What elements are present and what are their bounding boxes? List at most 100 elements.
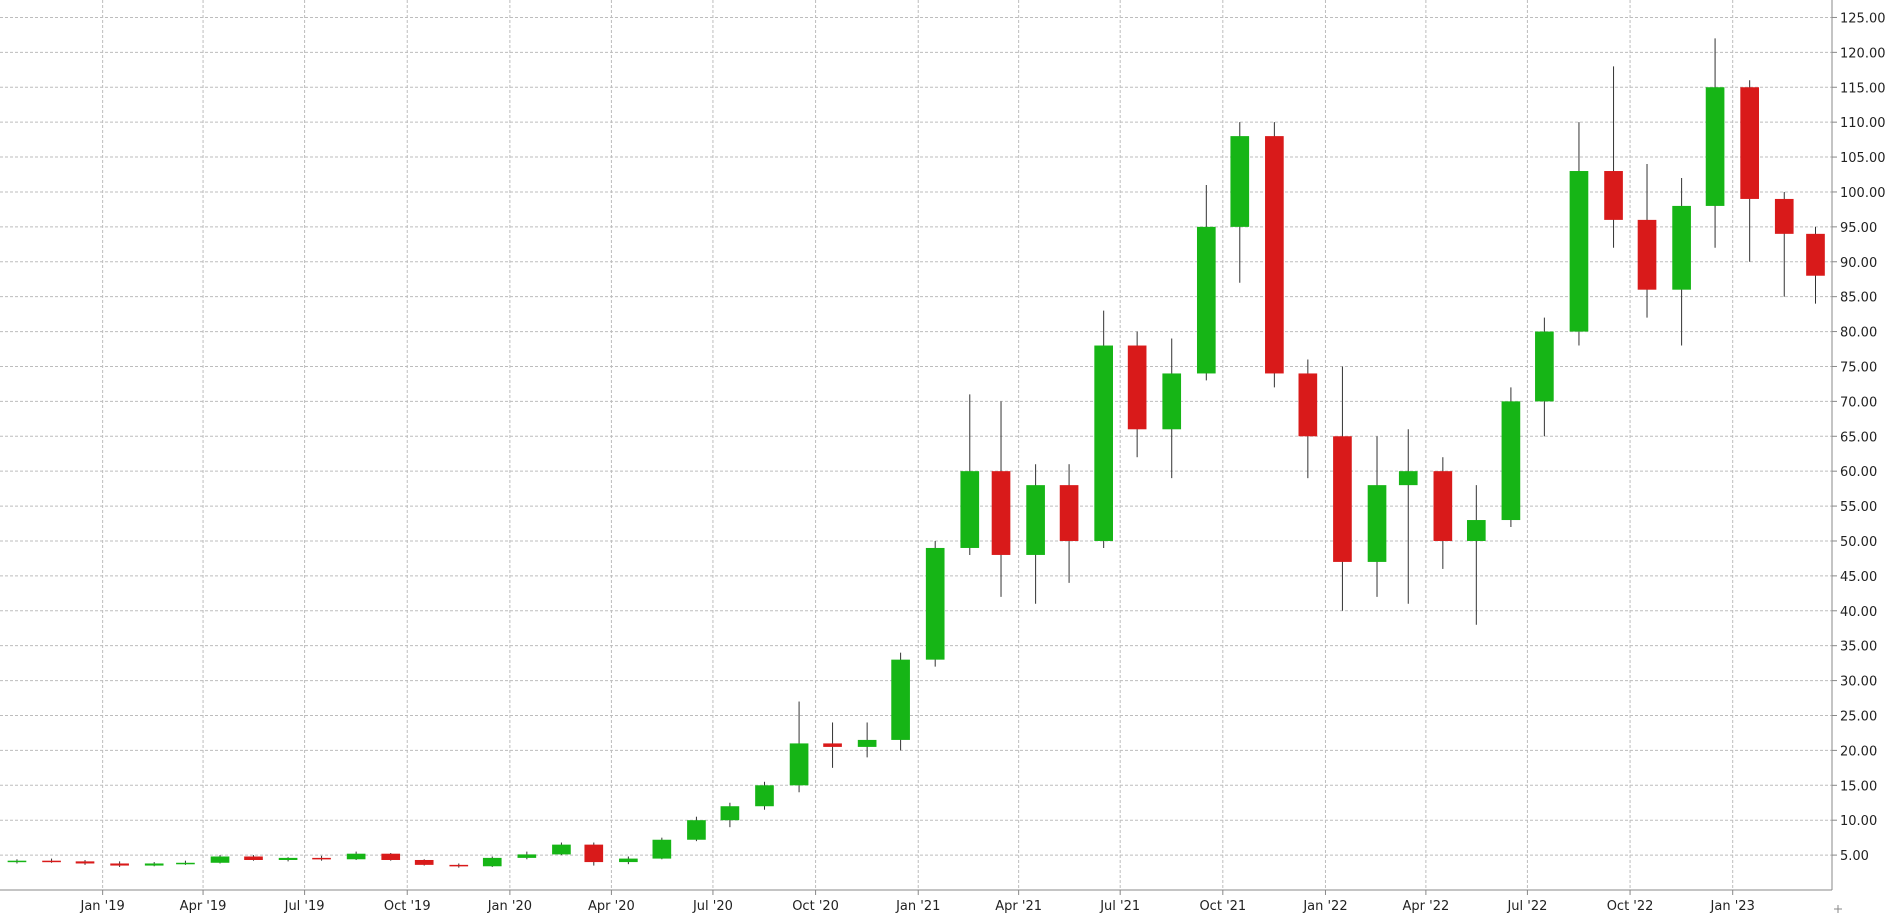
candle-body (176, 862, 195, 865)
candle-up (482, 856, 502, 867)
candle-body (1501, 401, 1521, 521)
candle-up (1672, 178, 1691, 346)
candle-body (449, 864, 469, 867)
candle-down (1806, 226, 1825, 304)
x-tick-label: Jul '20 (692, 899, 733, 914)
candle-down (584, 842, 604, 866)
candle-body (1367, 485, 1387, 562)
candle-body (720, 806, 740, 821)
candle-body (210, 856, 230, 863)
candle-up (1162, 338, 1182, 479)
candle-down (449, 863, 469, 868)
y-tick-label: 15.00 (1840, 779, 1877, 794)
candle-body (1774, 198, 1794, 234)
candle-down (312, 855, 331, 861)
x-tick-label: Apr '21 (995, 899, 1042, 914)
candle-up (1501, 387, 1521, 528)
y-tick-label: 50.00 (1840, 535, 1877, 550)
candle-body (1333, 436, 1352, 562)
y-tick-label: 95.00 (1840, 221, 1877, 236)
y-tick-label: 30.00 (1840, 675, 1877, 690)
candle-body (891, 659, 910, 740)
candle-up (619, 856, 638, 865)
y-tick-label: 100.00 (1840, 186, 1886, 201)
candle-up (755, 781, 774, 810)
candle-up (652, 837, 672, 860)
candle-body (991, 471, 1011, 555)
candle-body (517, 854, 537, 858)
candle-body (1265, 136, 1284, 374)
y-axis-tick-labels: 5.00 10.00 15.00 20.00 25.00 30.00 35.00 40.00 4… (1840, 11, 1886, 864)
x-axis-tick-labels: Jan '19 Apr '19 Jul '19 Oct '19 Jan '20 Apr '… (79, 899, 1754, 914)
y-tick-label: 25.00 (1840, 709, 1877, 724)
candle-down (1604, 66, 1623, 248)
candle-body (823, 743, 842, 747)
x-tick-label: Oct '21 (1199, 899, 1246, 914)
candle-up (7, 859, 27, 864)
candle-up (1466, 485, 1486, 625)
candle-down (75, 859, 95, 865)
candle-body (1466, 520, 1486, 541)
candle-down (1127, 331, 1147, 458)
candle-body (1230, 136, 1250, 227)
x-tick-label: Jul '22 (1506, 899, 1547, 914)
candle-body (584, 844, 604, 863)
candle-body (42, 860, 61, 863)
y-tick-label: 20.00 (1840, 744, 1877, 759)
candle-body (1127, 345, 1147, 430)
candle-up (925, 540, 945, 667)
candle-body (381, 853, 401, 860)
candle-up (517, 851, 537, 860)
candle-body (346, 853, 366, 860)
candle-body (1604, 171, 1623, 220)
y-tick-label: 10.00 (1840, 814, 1877, 829)
candle-body (1637, 219, 1657, 290)
candle-body (652, 839, 672, 859)
x-tick-label: Jul '21 (1099, 899, 1140, 914)
candle-down (823, 722, 842, 768)
y-tick-label: 80.00 (1840, 326, 1877, 341)
candle-up (1398, 429, 1418, 604)
x-tick-label: Jan '22 (1302, 899, 1347, 914)
candle-down (1298, 359, 1318, 479)
y-tick-label: 55.00 (1840, 500, 1877, 515)
candle-body (789, 743, 809, 786)
x-tick-label: Oct '20 (792, 899, 839, 914)
candle-body (1059, 485, 1079, 541)
candle-down (1059, 464, 1079, 583)
candle-up (960, 394, 980, 555)
candle-up (1367, 436, 1387, 597)
candle-body (1196, 226, 1216, 374)
axes (0, 0, 1837, 895)
candle-down (1265, 122, 1284, 388)
candle-body (244, 856, 263, 860)
candle-body (1535, 331, 1554, 402)
candle-down (42, 858, 61, 863)
chart-options-icon[interactable] (1834, 905, 1842, 913)
y-tick-label: 90.00 (1840, 256, 1877, 271)
y-tick-label: 115.00 (1840, 81, 1886, 96)
candle-body (1806, 233, 1825, 276)
x-tick-label: Jan '23 (1710, 899, 1755, 914)
candle-body (1569, 171, 1589, 332)
candle-body (110, 863, 129, 866)
candle-body (687, 820, 706, 840)
candle-body (312, 857, 331, 860)
candle-up (1569, 122, 1589, 346)
candle-body (1162, 373, 1182, 430)
candle-down (1740, 80, 1759, 262)
candle-up (278, 857, 298, 862)
candle-body (1705, 87, 1725, 206)
candle-down (244, 855, 263, 861)
candle-up (1705, 38, 1725, 248)
candle-up (789, 701, 809, 793)
candle-body (1433, 471, 1453, 541)
candle-up (144, 862, 164, 867)
gridlines (0, 0, 1832, 890)
candle-up (210, 855, 230, 864)
candle-body (755, 785, 774, 807)
candle-body (1094, 345, 1113, 541)
candle-down (1637, 164, 1657, 318)
candle-down (991, 401, 1011, 597)
